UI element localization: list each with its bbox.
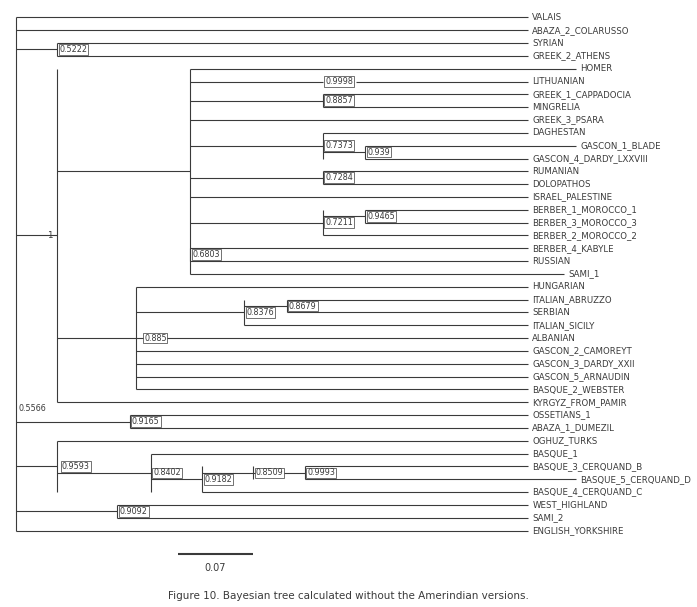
Text: GREEK_2_ATHENS: GREEK_2_ATHENS	[533, 52, 611, 60]
Text: BASQUE_2_WEBSTER: BASQUE_2_WEBSTER	[533, 385, 625, 394]
Text: DOLOPATHOS: DOLOPATHOS	[533, 180, 591, 189]
Text: BASQUE_1: BASQUE_1	[533, 449, 579, 458]
Text: 0.8857: 0.8857	[325, 97, 353, 105]
Text: 0.9465: 0.9465	[367, 212, 395, 221]
Text: Figure 10. Bayesian tree calculated without the Amerindian versions.: Figure 10. Bayesian tree calculated with…	[168, 591, 529, 601]
Text: 0.8402: 0.8402	[153, 469, 181, 477]
Text: GREEK_1_CAPPADOCIA: GREEK_1_CAPPADOCIA	[533, 90, 631, 99]
Text: BERBER_4_KABYLE: BERBER_4_KABYLE	[533, 244, 614, 253]
Text: ITALIAN_SICILY: ITALIAN_SICILY	[533, 321, 595, 330]
Text: ALBANIAN: ALBANIAN	[533, 334, 576, 342]
Text: 0.9993: 0.9993	[307, 469, 335, 477]
Text: GASCON_2_CAMOREYT: GASCON_2_CAMOREYT	[533, 347, 632, 356]
Text: SAMI_1: SAMI_1	[569, 270, 600, 279]
Text: 0.8509: 0.8509	[256, 469, 284, 477]
Text: BASQUE_4_CERQUAND_C: BASQUE_4_CERQUAND_C	[533, 487, 643, 497]
Text: 0.9998: 0.9998	[325, 77, 353, 86]
Text: RUMANIAN: RUMANIAN	[533, 167, 579, 176]
Text: VALAIS: VALAIS	[533, 13, 562, 22]
Text: OGHUZ_TURKS: OGHUZ_TURKS	[533, 436, 597, 446]
Text: 0.7284: 0.7284	[325, 173, 353, 182]
Text: GASCON_1_BLADE: GASCON_1_BLADE	[581, 141, 661, 150]
Text: OSSETIANS_1: OSSETIANS_1	[533, 410, 591, 419]
Text: GASCON_4_DARDY_LXXVIII: GASCON_4_DARDY_LXXVIII	[533, 154, 648, 163]
Text: ITALIAN_ABRUZZO: ITALIAN_ABRUZZO	[533, 295, 612, 304]
Text: ABAZA_2_COLARUSSO: ABAZA_2_COLARUSSO	[533, 25, 630, 35]
Text: ENGLISH_YORKSHIRE: ENGLISH_YORKSHIRE	[533, 526, 624, 535]
Text: KYRGYZ_FROM_PAMIR: KYRGYZ_FROM_PAMIR	[533, 398, 627, 407]
Text: ISRAEL_PALESTINE: ISRAEL_PALESTINE	[533, 192, 613, 202]
Text: WEST_HIGHLAND: WEST_HIGHLAND	[533, 500, 608, 509]
Text: 1: 1	[47, 231, 52, 240]
Text: DAGHESTAN: DAGHESTAN	[533, 128, 585, 137]
Text: 0.9593: 0.9593	[62, 462, 90, 471]
Text: 0.8679: 0.8679	[289, 302, 316, 311]
Text: 0.7211: 0.7211	[325, 218, 353, 227]
Text: 0.9182: 0.9182	[204, 475, 232, 484]
Text: 0.9165: 0.9165	[132, 417, 160, 426]
Text: 0.5566: 0.5566	[19, 404, 46, 413]
Text: 0.5222: 0.5222	[59, 45, 88, 54]
Text: 0.8376: 0.8376	[247, 308, 275, 317]
Text: 0.7373: 0.7373	[325, 141, 353, 150]
Text: BASQUE_5_CERQUAND_D: BASQUE_5_CERQUAND_D	[581, 475, 691, 484]
Text: 0.885: 0.885	[144, 334, 167, 342]
Text: GREEK_3_PSARA: GREEK_3_PSARA	[533, 115, 604, 124]
Text: SERBIAN: SERBIAN	[533, 308, 570, 317]
Text: BERBER_3_MOROCCO_3: BERBER_3_MOROCCO_3	[533, 218, 637, 227]
Text: BERBER_1_MOROCCO_1: BERBER_1_MOROCCO_1	[533, 205, 637, 214]
Text: MINGRELIA: MINGRELIA	[533, 103, 580, 112]
Text: GASCON_3_DARDY_XXII: GASCON_3_DARDY_XXII	[533, 359, 635, 368]
Text: 0.9092: 0.9092	[120, 507, 148, 516]
Text: SYRIAN: SYRIAN	[533, 38, 564, 47]
Text: GASCON_5_ARNAUDIN: GASCON_5_ARNAUDIN	[533, 372, 630, 381]
Text: BERBER_2_MOROCCO_2: BERBER_2_MOROCCO_2	[533, 231, 637, 240]
Text: BASQUE_3_CERQUAND_B: BASQUE_3_CERQUAND_B	[533, 462, 643, 471]
Text: SAMI_2: SAMI_2	[533, 514, 564, 522]
Text: RUSSIAN: RUSSIAN	[533, 257, 571, 266]
Text: 0.07: 0.07	[205, 563, 227, 572]
Text: 0.6803: 0.6803	[192, 250, 220, 259]
Text: 0.939: 0.939	[367, 148, 390, 157]
Text: HOMER: HOMER	[581, 64, 613, 73]
Text: ABAZA_1_DUMEZIL: ABAZA_1_DUMEZIL	[533, 424, 615, 432]
Text: LITHUANIAN: LITHUANIAN	[533, 77, 585, 86]
Text: HUNGARIAN: HUNGARIAN	[533, 282, 585, 291]
